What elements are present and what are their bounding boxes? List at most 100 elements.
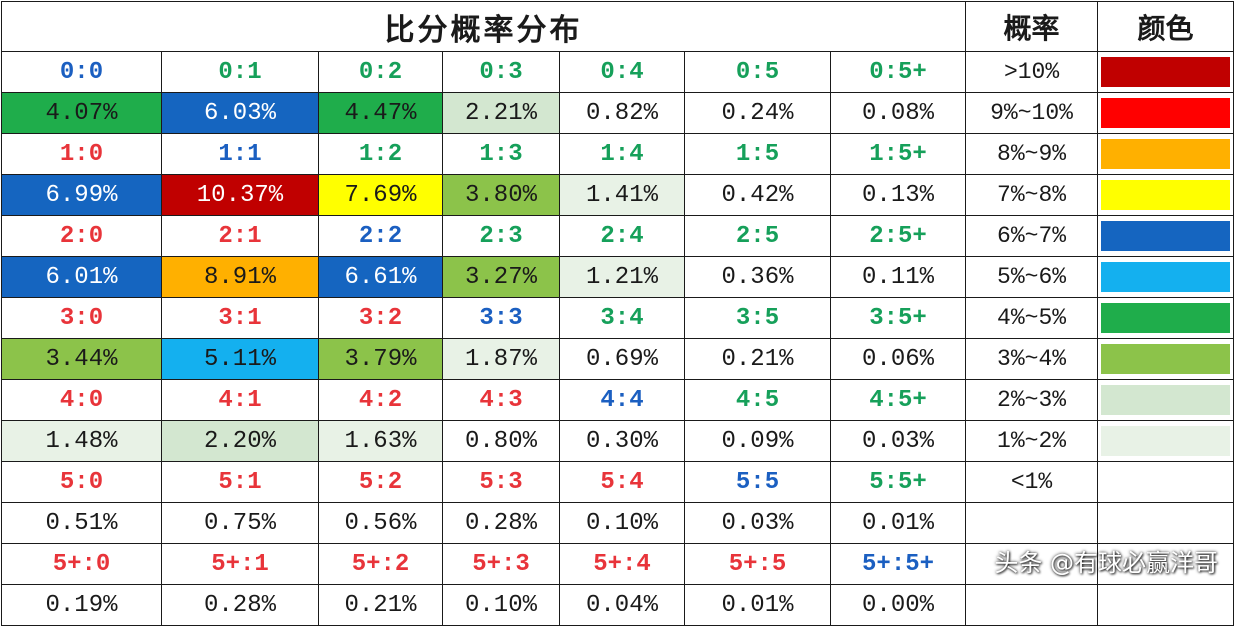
probability-cell: 1.48%	[1, 420, 162, 462]
score-cell: 2:5	[684, 215, 831, 257]
score-cell: 5+:1	[161, 543, 319, 585]
probability-cell: 6.01%	[1, 256, 162, 298]
probability-cell: 0.75%	[161, 502, 319, 544]
color-swatch	[1101, 262, 1231, 292]
probability-cell: 6.03%	[161, 92, 319, 134]
legend-empty-swatch	[1097, 543, 1234, 585]
score-cell: 5+:4	[559, 543, 685, 585]
color-swatch	[1101, 344, 1231, 374]
legend-swatch	[1097, 256, 1234, 298]
probability-cell: 3.79%	[318, 338, 443, 380]
score-cell: 3:5+	[829, 297, 967, 339]
legend-swatch	[1097, 133, 1234, 175]
legend-label: 5%~6%	[965, 256, 1099, 298]
score-cell: 0:4	[559, 51, 685, 93]
score-cell: 2:5+	[829, 215, 967, 257]
probability-cell: 1.87%	[442, 338, 560, 380]
score-cell: 3:5	[684, 297, 831, 339]
probability-row: 0.51% 0.75% 0.56% 0.28% 0.10% 0.03% 0.01%	[1, 502, 1234, 544]
score-cell: 3:2	[318, 297, 443, 339]
score-cell: 3:3	[442, 297, 560, 339]
probability-cell: 7.69%	[318, 174, 443, 216]
probability-cell: 0.04%	[559, 584, 685, 626]
probability-row: 6.01% 8.91% 6.61% 3.27% 1.21% 0.36% 0.11% 5%~6%	[1, 256, 1234, 298]
probability-row: 6.99% 10.37% 7.69% 3.80% 1.41% 0.42% 0.13% 7%~8…	[1, 174, 1234, 216]
legend-label: 2%~3%	[965, 379, 1099, 421]
probability-cell: 1.41%	[559, 174, 685, 216]
legend-swatch	[1097, 420, 1234, 462]
probability-cell: 4.07%	[1, 92, 162, 134]
score-cell: 5+:3	[442, 543, 560, 585]
score-cell: 1:0	[1, 133, 162, 175]
probability-cell: 0.08%	[829, 92, 967, 134]
probability-cell: 0.03%	[684, 502, 831, 544]
probability-cell: 0.30%	[559, 420, 685, 462]
probability-cell: 8.91%	[161, 256, 319, 298]
score-cell: 4:5+	[829, 379, 967, 421]
legend-swatch	[1097, 92, 1234, 134]
score-cell: 2:3	[442, 215, 560, 257]
score-cell: 5+:2	[318, 543, 443, 585]
score-cell: 4:0	[1, 379, 162, 421]
score-row: 3:0 3:1 3:2 3:3 3:4 3:5 3:5+ 4%~5%	[1, 297, 1234, 339]
legend-header: 概率	[965, 1, 1099, 52]
score-cell: 1:5+	[829, 133, 967, 175]
legend-empty-cell	[965, 584, 1099, 626]
probability-cell: 6.99%	[1, 174, 162, 216]
color-swatch	[1101, 385, 1231, 415]
probability-cell: 2.20%	[161, 420, 319, 462]
score-cell: 0:0	[1, 51, 162, 93]
color-swatch	[1101, 57, 1231, 87]
legend-swatch	[1097, 215, 1234, 257]
score-cell: 1:1	[161, 133, 319, 175]
color-swatch	[1101, 467, 1231, 497]
probability-cell: 0.21%	[684, 338, 831, 380]
probability-cell: 0.10%	[442, 584, 560, 626]
probability-row: 4.07% 6.03% 4.47% 2.21% 0.82% 0.24% 0.08% 9%~10…	[1, 92, 1234, 134]
probability-cell: 0.69%	[559, 338, 685, 380]
score-cell: 4:1	[161, 379, 319, 421]
score-cell: 4:5	[684, 379, 831, 421]
score-cell: 4:2	[318, 379, 443, 421]
legend-label: 9%~10%	[965, 92, 1099, 134]
score-cell: 3:0	[1, 297, 162, 339]
probability-cell: 0.24%	[684, 92, 831, 134]
score-cell: 5+:0	[1, 543, 162, 585]
score-row: 2:0 2:1 2:2 2:3 2:4 2:5 2:5+ 6%~7%	[1, 215, 1234, 257]
probability-cell: 0.51%	[1, 502, 162, 544]
color-header: 颜色	[1097, 1, 1234, 52]
score-cell: 5:2	[318, 461, 443, 503]
probability-cell: 6.61%	[318, 256, 443, 298]
probability-cell: 0.13%	[829, 174, 967, 216]
legend-swatch	[1097, 297, 1234, 339]
probability-cell: 3.80%	[442, 174, 560, 216]
probability-cell: 0.06%	[829, 338, 967, 380]
score-cell: 5:5	[684, 461, 831, 503]
probability-cell: 0.09%	[684, 420, 831, 462]
score-cell: 0:5+	[829, 51, 967, 93]
score-cell: 2:2	[318, 215, 443, 257]
color-swatch	[1101, 180, 1231, 210]
color-swatch	[1101, 426, 1231, 456]
probability-cell: 10.37%	[161, 174, 319, 216]
legend-label: 4%~5%	[965, 297, 1099, 339]
score-cell: 2:4	[559, 215, 685, 257]
legend-label: 3%~4%	[965, 338, 1099, 380]
watermark: 头条 @有球必赢洋哥	[994, 549, 1218, 577]
probability-cell: 2.21%	[442, 92, 560, 134]
score-cell: 3:4	[559, 297, 685, 339]
probability-cell: 3.27%	[442, 256, 560, 298]
probability-row: 3.44% 5.11% 3.79% 1.87% 0.69% 0.21% 0.06% 3%~4%	[1, 338, 1234, 380]
score-cell: 2:0	[1, 215, 162, 257]
legend-empty-swatch	[1097, 502, 1234, 544]
score-cell: 5:0	[1, 461, 162, 503]
probability-cell: 1.63%	[318, 420, 443, 462]
legend-empty-cell	[965, 502, 1099, 544]
probability-cell: 0.10%	[559, 502, 685, 544]
color-swatch	[1101, 221, 1231, 251]
probability-cell: 4.47%	[318, 92, 443, 134]
score-cell: 0:2	[318, 51, 443, 93]
legend-label: <1%	[965, 461, 1099, 503]
score-cell: 3:1	[161, 297, 319, 339]
